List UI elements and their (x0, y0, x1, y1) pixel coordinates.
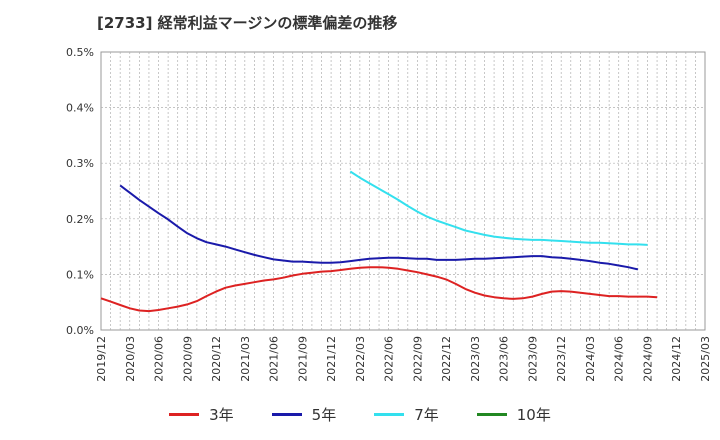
x-tick-label: 2024/03 (584, 336, 597, 382)
x-tick-label: 2020/12 (210, 336, 223, 382)
x-tick-label: 2024/09 (641, 336, 654, 382)
y-tick-label: 0.2% (66, 213, 94, 226)
x-tick-label: 2019/12 (95, 336, 108, 382)
chart-title: [2733] 経常利益マージンの標準偏差の推移 (97, 14, 398, 32)
x-tick-label: 2023/09 (526, 336, 539, 382)
x-tick-label: 2022/09 (411, 336, 424, 382)
legend-item-4: 10年 (476, 404, 551, 425)
x-tick-label: 2024/06 (613, 336, 626, 382)
y-tick-label: 0.4% (66, 102, 94, 115)
y-tick-label: 0.0% (66, 324, 94, 337)
x-tick-label: 2021/03 (239, 336, 252, 382)
x-tick-label: 2023/12 (555, 336, 568, 382)
x-tick-label: 2025/03 (699, 336, 712, 382)
x-tick-label: 2022/12 (440, 336, 453, 382)
series-line-3 (349, 170, 648, 246)
legend-label: 7年 (414, 405, 439, 424)
x-tick-label: 2023/06 (498, 336, 511, 382)
x-tick-label: 2021/12 (325, 336, 338, 382)
y-tick-label: 0.5% (66, 46, 94, 59)
legend-label: 3年 (209, 405, 234, 424)
x-axis-labels: 2019/12 2020/03 2020/06 2020/09 2020/12 2021/… (95, 336, 712, 382)
x-tick-label: 2022/06 (383, 336, 396, 382)
x-tick-label: 2020/09 (181, 336, 194, 382)
legend-swatch (271, 412, 302, 416)
series-line-2 (119, 184, 639, 271)
x-tick-label: 2023/03 (469, 336, 482, 382)
series-line-1 (100, 266, 658, 313)
x-tick-label: 2021/09 (296, 336, 309, 382)
legend-swatch (374, 412, 405, 416)
series-lines (100, 170, 658, 313)
legend-label: 5年 (311, 405, 337, 424)
plot-area (100, 51, 706, 331)
x-tick-label: 2022/03 (354, 336, 367, 382)
horizontal-grid (101, 107, 705, 275)
x-tick-label: 2024/12 (670, 336, 683, 382)
x-tick-label: 2020/03 (124, 336, 137, 382)
legend-item-3: 7年 (374, 404, 439, 425)
legend-item-1: 3年 (169, 404, 234, 425)
legend-swatch (476, 412, 507, 416)
y-tick-label: 0.1% (66, 268, 94, 281)
legend-label: 10年 (516, 405, 551, 424)
legend: 3年 5年 7年 10年 (0, 402, 720, 426)
y-tick-label: 0.3% (66, 157, 94, 170)
legend-item-2: 5年 (271, 404, 337, 425)
x-tick-label: 2020/06 (153, 336, 166, 382)
x-tick-label: 2021/06 (268, 336, 281, 382)
y-axis-labels: 0.0% 0.1% 0.2% 0.3% 0.4% 0.5% (66, 46, 94, 337)
legend-swatch (169, 412, 200, 416)
